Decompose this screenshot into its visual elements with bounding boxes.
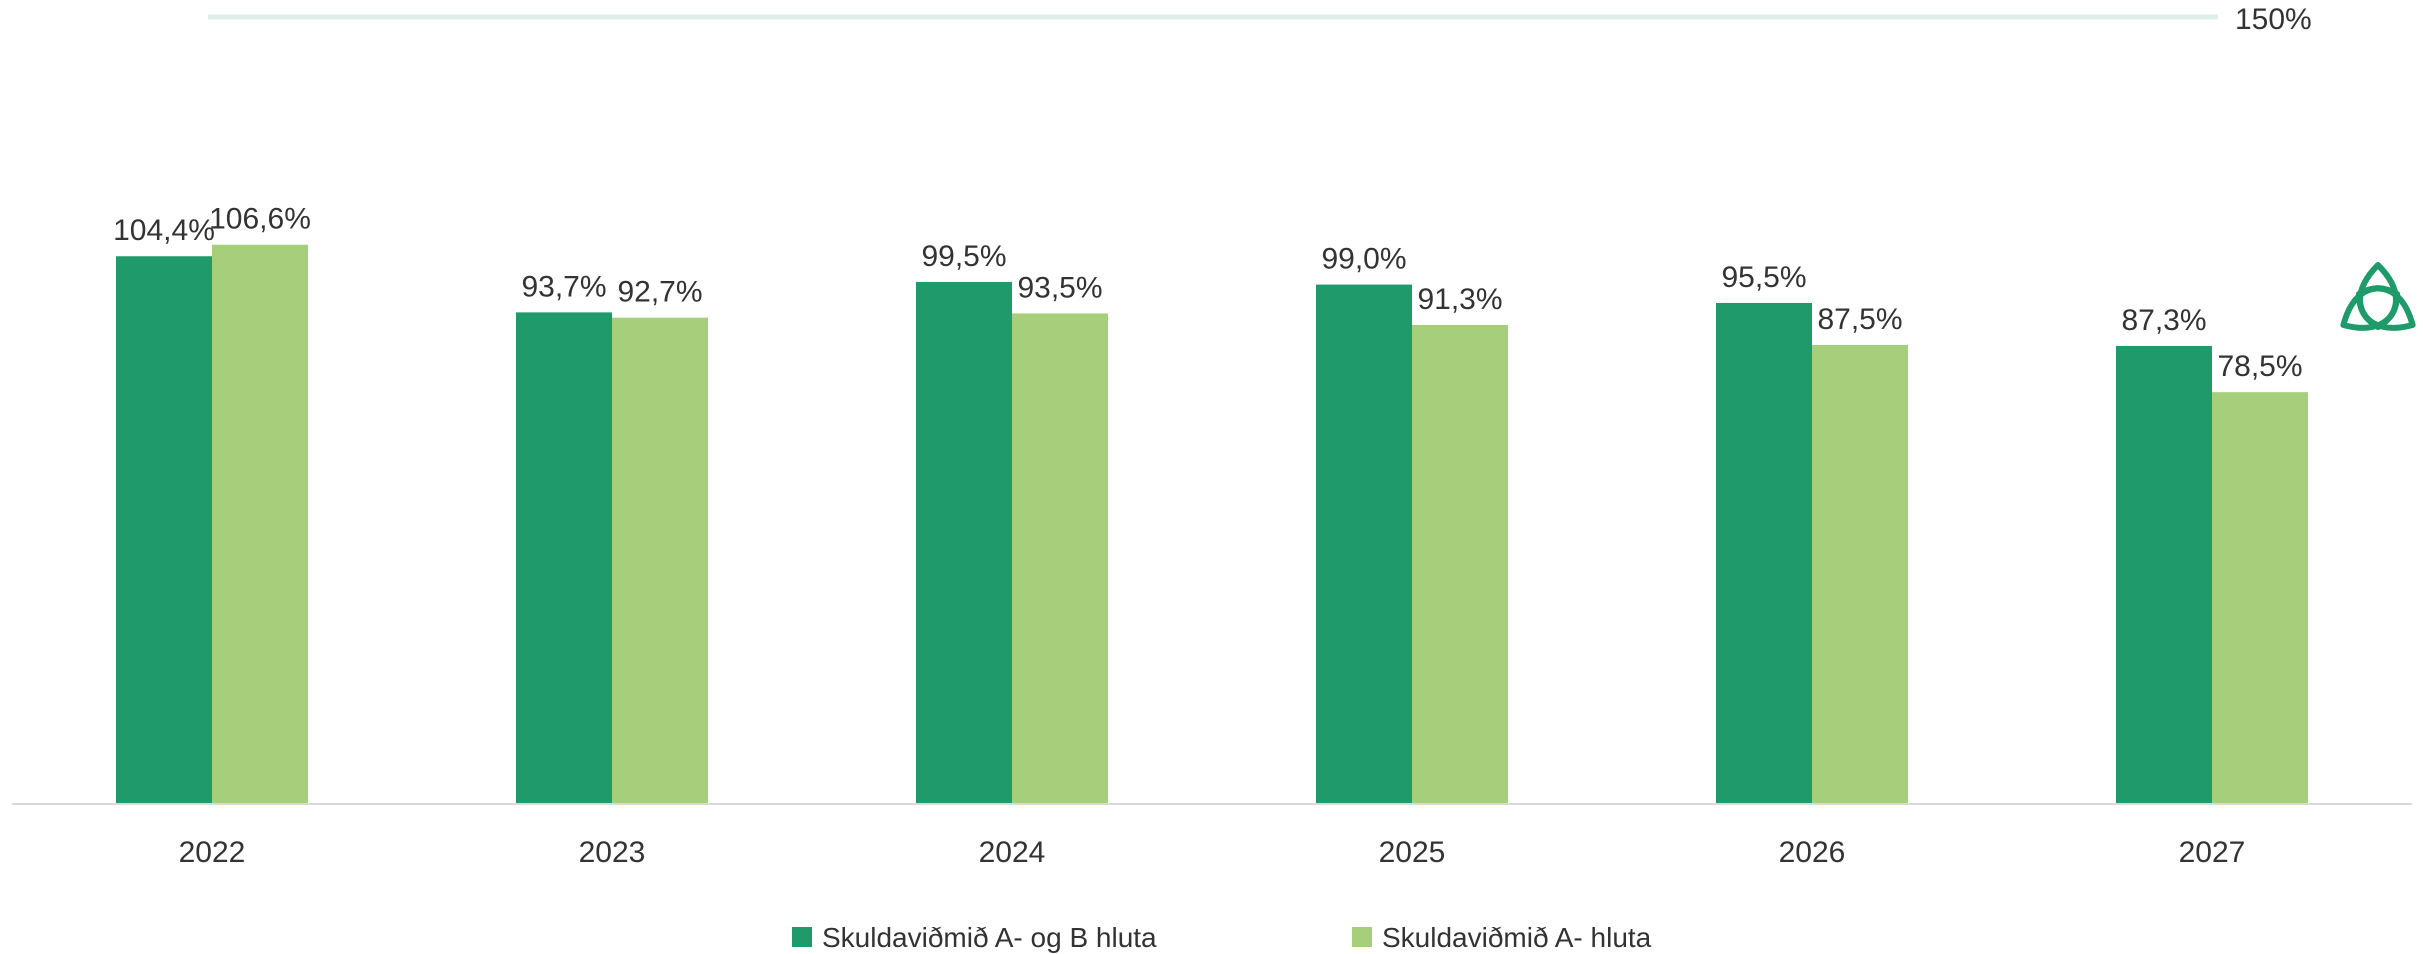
bar-a-2025 bbox=[1412, 324, 1508, 804]
bar-a-og-b-2025 bbox=[1316, 284, 1412, 805]
legend-label-a-og-b: Skuldaviðmið A- og B hluta bbox=[822, 922, 1157, 953]
value-label-a-og-b-2026: 95,5% bbox=[1721, 261, 1806, 294]
value-label-a-og-b-2027: 87,3% bbox=[2121, 304, 2206, 337]
value-label-a-2027: 78,5% bbox=[2217, 350, 2302, 383]
legend-label-a: Skuldaviðmið A- hluta bbox=[1382, 922, 1652, 953]
value-label-a-2024: 93,5% bbox=[1017, 271, 1102, 304]
reference-line-label: 150% bbox=[2235, 3, 2312, 36]
bar-a-og-b-2027 bbox=[2116, 345, 2212, 804]
value-label-a-og-b-2023: 93,7% bbox=[521, 270, 606, 303]
bars-group bbox=[116, 244, 2308, 805]
legend-swatch-a bbox=[1352, 927, 1372, 947]
x-tick-label-2023: 2023 bbox=[579, 836, 646, 869]
bar-a-og-b-2024 bbox=[916, 281, 1012, 804]
bar-a-2024 bbox=[1012, 313, 1108, 804]
bar-a-og-b-2022 bbox=[116, 256, 212, 804]
x-tick-label-2022: 2022 bbox=[179, 836, 246, 869]
bar-a-og-b-2026 bbox=[1716, 302, 1812, 804]
value-labels-group: 104,4%106,6% 93,7% 92,7% 99,5% 93,5% 99,0% 91,… bbox=[113, 203, 2302, 383]
value-label-a-2023: 92,7% bbox=[617, 276, 702, 309]
bar-a-og-b-2023 bbox=[516, 312, 612, 804]
x-tick-label-2027: 2027 bbox=[2179, 836, 2246, 869]
value-label-a-2025: 91,3% bbox=[1417, 283, 1502, 316]
bar-a-2027 bbox=[2212, 392, 2308, 804]
x-tick-label-2026: 2026 bbox=[1779, 836, 1846, 869]
value-label-a-2022: 106,6% bbox=[209, 203, 311, 236]
reference-line-group: 150% bbox=[208, 3, 2312, 36]
x-tick-labels-group: 2022 2023 2024 2025 2026 2027 bbox=[179, 836, 2246, 869]
bar-a-2022 bbox=[212, 244, 308, 805]
legend-swatch-a-og-b bbox=[792, 927, 812, 947]
value-label-a-og-b-2024: 99,5% bbox=[921, 240, 1006, 273]
value-label-a-og-b-2025: 99,0% bbox=[1321, 243, 1406, 276]
value-label-a-og-b-2022: 104,4% bbox=[113, 214, 215, 247]
x-tick-label-2025: 2025 bbox=[1379, 836, 1446, 869]
trefoil-logo-icon bbox=[2340, 262, 2416, 331]
value-label-a-2026: 87,5% bbox=[1817, 303, 1902, 336]
x-tick-label-2024: 2024 bbox=[979, 836, 1046, 869]
bar-a-2026 bbox=[1812, 344, 1908, 804]
bar-a-2023 bbox=[612, 317, 708, 804]
legend: Skuldaviðmið A- og B hluta Skuldaviðmið A… bbox=[792, 922, 1652, 953]
